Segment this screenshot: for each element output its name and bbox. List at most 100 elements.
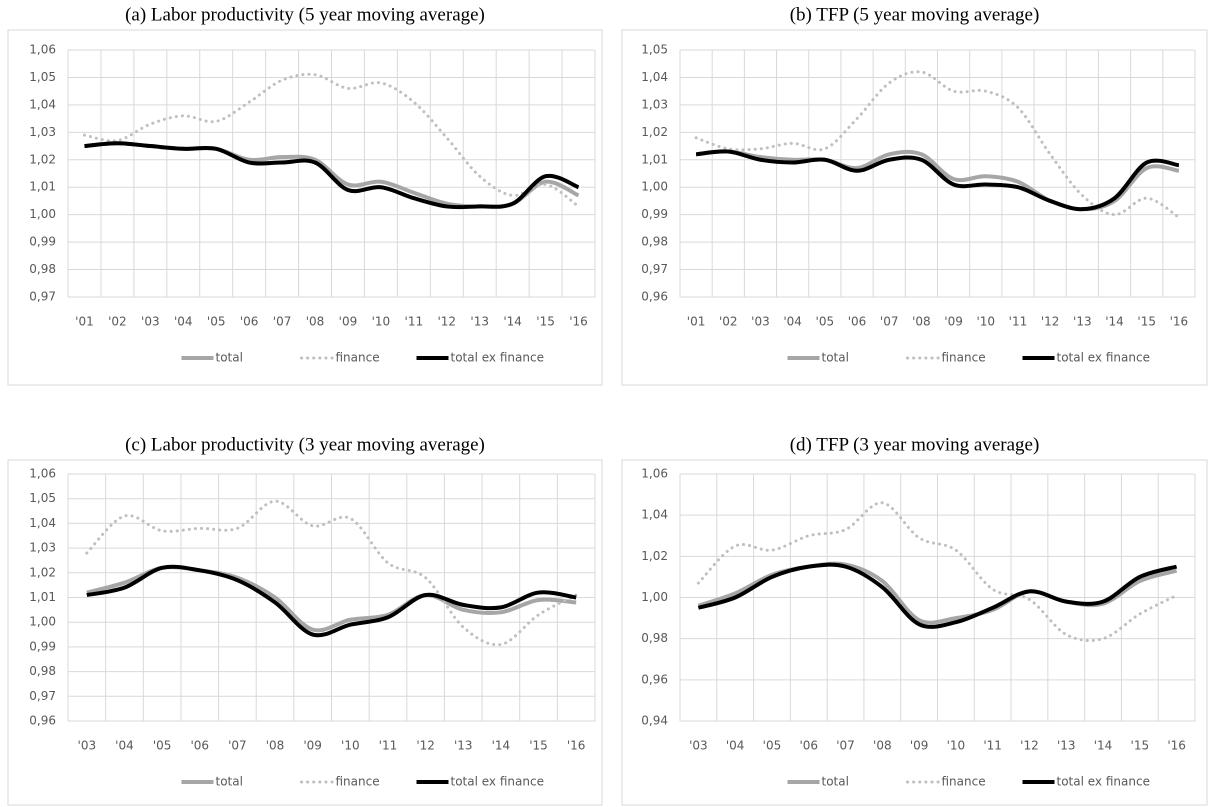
legend-label: finance [336,775,380,789]
series-line [86,564,577,638]
x-tick-label: '07 [836,739,855,753]
x-tick-label: '08 [306,315,325,329]
y-tick-label: 0,99 [29,235,56,249]
legend-label: total ex finance [1057,775,1150,789]
x-tick-label: '14 [1094,739,1113,753]
x-tick-label: '16 [1167,739,1186,753]
y-tick-label: 1,02 [641,549,668,563]
x-tick-label: '16 [567,739,586,753]
x-tick-label: '01 [687,315,706,329]
chart-title: (c) Labor productivity (3 year moving av… [125,434,485,455]
x-tick-label: '14 [492,739,511,753]
x-tick-label: '11 [405,315,424,329]
x-tick-label: '13 [1073,315,1092,329]
x-tick-label: '02 [719,315,738,329]
x-tick-label: '09 [339,315,358,329]
x-tick-label: '06 [848,315,867,329]
x-tick-label: '09 [303,739,322,753]
y-tick-label: 1,02 [641,125,668,139]
y-tick-label: 1,05 [641,43,668,57]
x-tick-label: '08 [266,739,285,753]
y-tick-label: 0,94 [641,714,668,728]
x-tick-label: '08 [912,315,931,329]
x-tick-label: '07 [880,315,899,329]
x-tick-label: '15 [536,315,555,329]
y-tick-label: 1,04 [641,508,668,522]
y-tick-label: 0,99 [641,207,668,221]
x-tick-label: '11 [379,739,398,753]
x-tick-label: '04 [174,315,193,329]
x-tick-label: '11 [1009,315,1028,329]
chart-title: (d) TFP (3 year moving average) [790,434,1040,455]
x-tick-label: '14 [1105,315,1124,329]
y-tick-label: 0,98 [641,631,668,645]
x-tick-label: '05 [153,739,172,753]
y-tick-label: 1,00 [641,590,668,604]
x-tick-label: '02 [108,315,127,329]
y-tick-label: 0,96 [641,672,668,686]
y-tick-label: 1,04 [29,516,56,530]
x-tick-label: '12 [437,315,456,329]
series-line [695,149,1180,212]
panel-frame [7,29,603,386]
chart-title: (a) Labor productivity (5 year moving av… [125,4,485,25]
y-tick-label: 1,02 [29,152,56,166]
x-tick-label: '03 [141,315,160,329]
x-tick-label: '03 [78,739,97,753]
x-tick-label: '06 [190,739,209,753]
y-tick-label: 1,06 [29,43,56,57]
x-tick-label: '04 [115,739,134,753]
x-tick-label: '08 [873,739,892,753]
x-tick-label: '15 [529,739,548,753]
y-tick-label: 1,02 [29,565,56,579]
x-tick-label: '16 [1170,315,1189,329]
x-tick-label: '13 [1057,739,1076,753]
y-tick-label: 1,04 [29,97,56,111]
x-tick-label: '13 [470,315,489,329]
legend-label: total [216,351,243,365]
legend-label: total ex finance [451,775,544,789]
series-line [696,501,1179,643]
y-tick-label: 1,06 [641,467,668,481]
y-tick-label: 1,04 [641,70,668,84]
y-tick-label: 0,96 [641,290,668,304]
legend-label: finance [942,775,986,789]
legend-label: total ex finance [451,351,544,365]
x-tick-label: '10 [372,315,391,329]
x-tick-label: '13 [454,739,473,753]
x-tick-label: '16 [569,315,588,329]
y-tick-label: 0,97 [641,262,668,276]
x-tick-label: '14 [503,315,522,329]
legend-label: total [822,351,849,365]
x-tick-label: '07 [228,739,247,753]
x-tick-label: '10 [947,739,966,753]
y-tick-label: 0,96 [29,714,56,728]
legend-label: total [216,775,243,789]
panel-frame [621,459,1208,806]
series-line [82,72,581,208]
x-tick-label: '09 [910,739,929,753]
legend-label: total ex finance [1057,351,1150,365]
x-tick-label: '04 [783,315,802,329]
y-tick-label: 0,97 [29,290,56,304]
x-tick-label: '10 [341,739,360,753]
y-tick-label: 1,01 [641,152,668,166]
y-tick-label: 1,00 [641,180,668,194]
y-tick-label: 1,00 [29,207,56,221]
y-tick-label: 1,03 [641,97,668,111]
y-tick-label: 0,98 [641,235,668,249]
y-tick-label: 1,01 [29,180,56,194]
x-tick-label: '03 [751,315,770,329]
x-tick-label: '05 [816,315,835,329]
panel-frame [7,459,603,806]
y-tick-label: 0,98 [29,664,56,678]
y-tick-label: 1,00 [29,615,56,629]
y-tick-label: 1,05 [29,491,56,505]
y-tick-label: 1,06 [29,467,56,481]
y-tick-label: 0,98 [29,262,56,276]
y-tick-label: 1,03 [29,125,56,139]
x-tick-label: '05 [207,315,226,329]
x-tick-label: '09 [944,315,963,329]
legend-label: finance [942,351,986,365]
